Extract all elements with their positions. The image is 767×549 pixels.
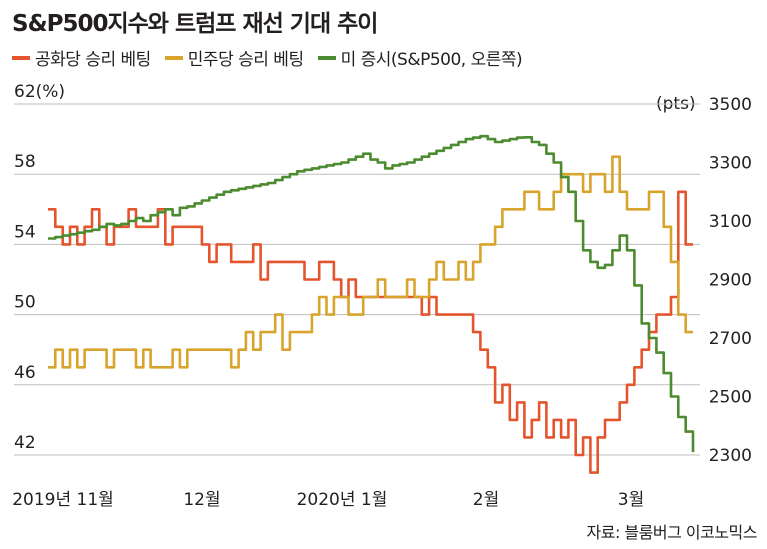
x-tick-label: 2020년 1월 bbox=[297, 490, 388, 510]
right-tick-label: 2900 bbox=[709, 271, 752, 291]
legend-swatch-republican bbox=[12, 55, 30, 60]
source-note: 자료: 블룸버그 이코노믹스 bbox=[586, 523, 758, 542]
legend-item-sp500: 미 증시(S&P500, 오른쪽) bbox=[317, 45, 523, 70]
series-line-sp500 bbox=[48, 134, 695, 453]
right-tick-label: 2300 bbox=[709, 446, 752, 466]
series-line-republican bbox=[48, 190, 693, 474]
legend-swatch-sp500 bbox=[317, 55, 336, 60]
x-tick-label: 2019년 11월 bbox=[12, 490, 114, 510]
series-line-democrat bbox=[48, 155, 693, 369]
legend-item-republican: 공화당 승리 베팅 bbox=[12, 45, 151, 70]
left-tick-label: 58 bbox=[14, 152, 36, 172]
chart-legend: 공화당 승리 베팅 민주당 승리 베팅 미 증시(S&P500, 오른쪽) bbox=[12, 45, 523, 70]
chart-title: S&P500지수와 트럼프 재선 기대 추이 bbox=[12, 11, 378, 37]
left-tick-label: 42 bbox=[14, 433, 36, 453]
right-tick-label: 3100 bbox=[709, 212, 752, 232]
left-tick-label: 54 bbox=[14, 222, 36, 242]
x-tick-label: 12월 bbox=[183, 490, 220, 510]
legend-label-democrat: 민주당 승리 베팅 bbox=[187, 50, 304, 70]
legend-swatch-democrat bbox=[164, 55, 183, 60]
left-tick-label: 46 bbox=[14, 363, 36, 383]
legend-label-sp500: 미 증시(S&P500, 오른쪽) bbox=[340, 50, 523, 70]
left-tick-label: 62(%) bbox=[14, 82, 65, 102]
x-tick-label: 3월 bbox=[618, 490, 644, 510]
legend-label-republican: 공화당 승리 베팅 bbox=[35, 50, 151, 70]
right-tick-label: 2700 bbox=[709, 329, 752, 349]
right-tick-label: 3300 bbox=[709, 154, 752, 174]
left-tick-label: 50 bbox=[14, 293, 36, 313]
right-tick-label: 2500 bbox=[709, 388, 752, 408]
x-tick-label: 2월 bbox=[473, 490, 499, 510]
legend-item-democrat: 민주당 승리 베팅 bbox=[164, 45, 304, 70]
right-tick-label: 3500 bbox=[709, 95, 752, 115]
